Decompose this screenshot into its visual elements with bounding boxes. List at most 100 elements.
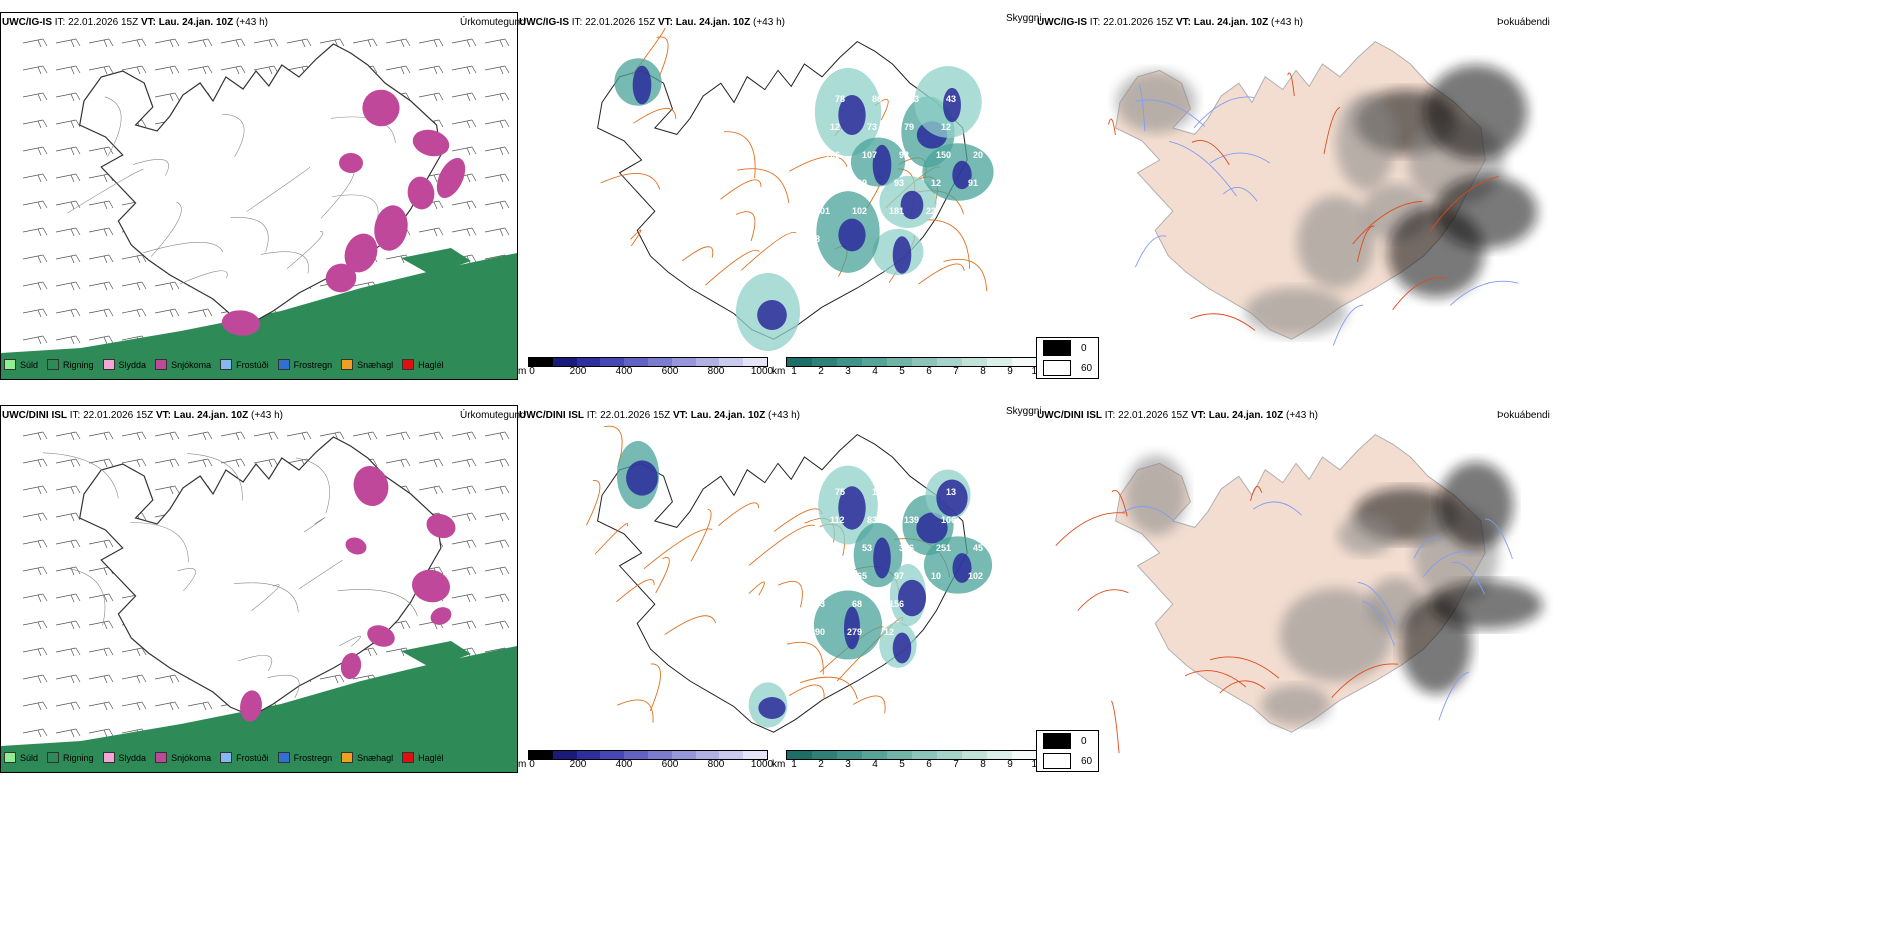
road-line [222,113,245,157]
fog-title-row0: Þokuábendi [1497,17,1550,28]
colorbar-segment [743,358,767,366]
km-colorbar-strip [786,357,1038,367]
snow-area [426,513,456,539]
low-visibility-core [758,697,786,719]
vt-label: VT: [1190,410,1206,421]
it-value: 22.01.2026 15Z [1118,410,1189,421]
colorbar-segment [695,751,720,759]
wind-barb [88,539,114,549]
legend-label: Frostúði [236,359,269,370]
wind-barb [55,146,81,156]
wind-barb [154,674,180,684]
meter-colorbar-strip [528,357,768,367]
wind-barb [55,701,81,711]
road-line [649,663,661,712]
road-line [594,523,629,555]
meter-colorbar-strip [528,750,768,760]
low-visibility-core [838,218,866,252]
wind-barb [154,458,180,468]
wind-barb [22,674,48,684]
visibility-value-label: 112 [830,515,845,525]
wind-barb [22,593,48,603]
road-line [143,242,224,254]
wind-barb [451,119,477,129]
wind-barb [22,431,48,441]
visibility-value-label: 102 [968,571,983,581]
low-visibility-core [757,299,787,331]
visibility-value-label: 92 [899,150,909,160]
snow-area [362,89,400,127]
visibility-value-label: 45 [973,543,983,553]
river-line [1332,304,1364,346]
meter-tick-label: 1000 [750,366,774,377]
colorbar-segment [887,358,912,366]
visibility-value-label: 290 [810,627,825,637]
precip-legend-item: Slydda [102,752,146,763]
meter-unit: m [518,366,527,377]
river-line [1168,141,1237,197]
colorbar-segment [962,751,987,759]
lead-time: (+43 h) [1286,410,1318,421]
km-unit: km [772,366,786,377]
km-tick-label: 4 [872,759,878,770]
precip-legend-row1: Súld Rigning Slydda Snjókoma Frostúði Frostre… [4,752,453,763]
km-tick-label: 7 [953,759,959,770]
fog-legend-item: 60 [1037,751,1098,771]
vt-value: Lau. 24.jan. 10Z [675,17,751,28]
precip-legend-item: Snæhagl [341,359,393,370]
road-line [1111,490,1128,517]
wind-barb [22,458,48,468]
wind-barb [451,92,477,102]
model-name: UWC/DINI ISL [519,410,584,421]
colorbar-segment [719,358,744,366]
legend-swatch [220,752,233,763]
wind-barb [55,539,81,549]
low-visibility-core [873,537,891,579]
road-line [705,249,760,286]
snow-area [367,625,395,647]
visibility-value-label: 73 [867,122,877,132]
km-tick-label: 1 [791,366,797,377]
lead-time: (+43 h) [251,410,283,421]
wind-barb [187,65,213,75]
vt-value: Lau. 24.jan. 10Z [690,410,766,421]
km-tick-label: 8 [980,759,986,770]
colorbar-segment [647,751,672,759]
km-tick-label: 3 [845,366,851,377]
snow-area [411,569,451,603]
wind-barb [154,701,180,711]
legend-label: Haglél [418,752,444,763]
wind-barb [484,593,510,603]
wind-barb [55,485,81,495]
wind-barb [187,308,213,318]
it-label: IT: [69,410,81,421]
fog-legend-item: 0 [1037,731,1098,751]
wind-barb [451,458,477,468]
legend-swatch [341,752,354,763]
fog-area [1261,684,1331,726]
wind-barb [88,728,114,738]
road-line [298,560,343,590]
wind-barb [55,38,81,48]
road-line [104,96,122,157]
fog-area [1244,287,1348,337]
wind-barb [418,92,444,102]
colorbar-segment [624,751,648,759]
legend-label: Haglél [418,359,444,370]
road-line [338,635,361,647]
road-line [67,168,144,214]
wind-barb [484,146,510,156]
wind-barb [154,38,180,48]
road-line [187,453,243,501]
precip-legend-item: Snæhagl [341,752,393,763]
river-line [1422,551,1474,577]
wind-barb [484,539,510,549]
wind-barb [187,458,213,468]
wind-barb [484,512,510,522]
legend-label: Snæhagl [357,359,394,370]
wind-barb [451,620,477,630]
wind-barb [451,227,477,237]
fog-map-row0 [1036,12,1556,362]
colorbar-segment [719,751,744,759]
road-line [586,480,601,526]
